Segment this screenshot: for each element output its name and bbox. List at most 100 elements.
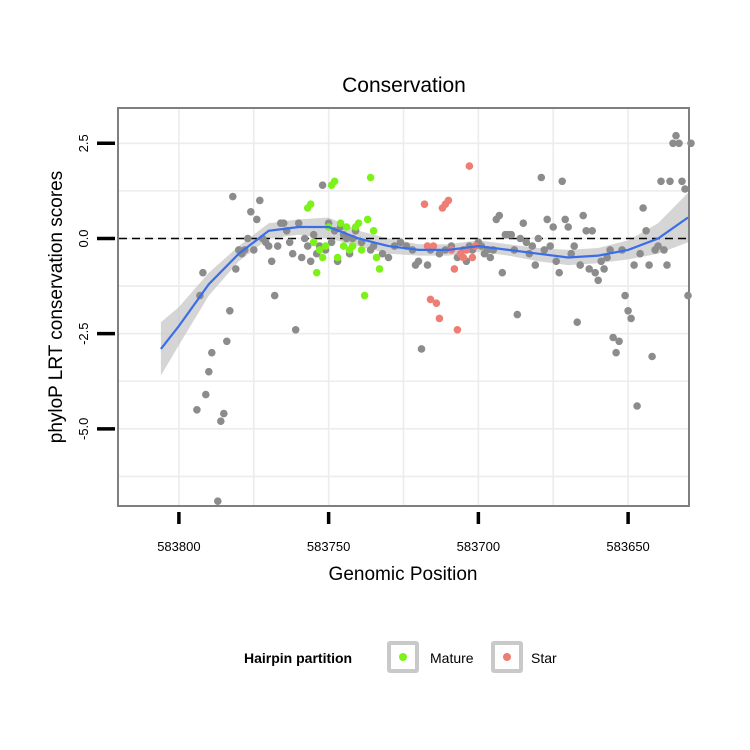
data-point-mature xyxy=(330,177,339,186)
data-point-other xyxy=(309,230,318,239)
data-point-other xyxy=(300,234,309,243)
data-point-other xyxy=(229,192,237,201)
data-point-other xyxy=(291,326,300,334)
data-point-other xyxy=(588,227,596,235)
data-point-other xyxy=(582,227,590,235)
data-point-other xyxy=(648,352,656,361)
data-point-other xyxy=(528,242,537,250)
data-point-other xyxy=(498,268,507,277)
data-point-other xyxy=(642,227,650,235)
data-point-mature xyxy=(369,227,378,235)
data-point-star xyxy=(465,162,474,170)
data-point-other xyxy=(217,417,225,426)
data-point-mature xyxy=(348,242,357,250)
data-point-mature xyxy=(312,268,321,277)
smooth-trend-line xyxy=(160,216,689,350)
data-point-other xyxy=(414,257,423,266)
data-point-mature xyxy=(360,291,369,300)
data-point-other xyxy=(294,219,303,227)
data-point-mature xyxy=(357,246,366,254)
x-axis-title: Genomic Position xyxy=(329,564,478,585)
y-axis: 2.5 0.0 -2.5 -5.0 xyxy=(76,134,115,440)
data-point-star xyxy=(444,196,453,205)
data-point-other xyxy=(202,390,210,399)
data-point-star xyxy=(420,200,429,208)
data-point-other xyxy=(342,234,351,243)
data-point-other xyxy=(396,238,405,247)
data-point-other xyxy=(666,177,674,186)
data-point-mature xyxy=(375,265,384,273)
data-point-other xyxy=(630,261,638,269)
data-point-star xyxy=(468,253,477,262)
data-point-other xyxy=(232,265,240,273)
data-point-other xyxy=(654,242,662,250)
data-point-other xyxy=(594,276,602,285)
y-tick-label: -5.0 xyxy=(76,418,91,440)
data-point-star xyxy=(429,242,438,250)
data-point-other xyxy=(205,367,213,376)
data-point-other xyxy=(369,242,378,250)
data-point-other xyxy=(576,261,584,269)
data-point-other xyxy=(591,268,599,277)
data-point-other xyxy=(285,238,294,247)
data-point-other xyxy=(306,257,315,266)
data-point-other xyxy=(270,291,279,300)
data-point-mature xyxy=(354,219,363,227)
data-point-star xyxy=(450,265,459,273)
data-point-other xyxy=(522,238,531,247)
data-point-other xyxy=(600,265,608,273)
data-point-other xyxy=(636,249,644,258)
data-point-mature xyxy=(309,238,318,247)
data-point-mature xyxy=(363,215,372,224)
y-tick-label: 2.5 xyxy=(76,134,91,152)
data-point-other xyxy=(516,234,525,243)
data-point-mature xyxy=(333,253,342,262)
legend-label-mature: Mature xyxy=(430,650,474,666)
data-point-other xyxy=(327,238,336,247)
data-point-other xyxy=(318,181,327,189)
data-point-other xyxy=(624,307,632,315)
data-point-mature xyxy=(306,200,315,208)
data-point-other xyxy=(435,249,444,258)
data-point-other xyxy=(273,242,282,250)
data-point-other xyxy=(244,234,252,243)
data-point-other xyxy=(672,131,680,140)
legend-marker-mature xyxy=(399,653,407,661)
data-point-other xyxy=(687,139,695,148)
x-tick-label: 583700 xyxy=(457,539,500,554)
legend-title: Hairpin partition xyxy=(244,650,352,666)
data-point-other xyxy=(675,139,683,148)
data-point-other xyxy=(534,234,543,243)
data-point-other xyxy=(226,307,234,315)
data-point-other xyxy=(495,211,504,220)
data-point-other xyxy=(223,337,231,346)
data-point-other xyxy=(546,242,554,250)
data-point-other xyxy=(417,345,426,353)
data-point-other xyxy=(531,261,540,269)
data-point-other xyxy=(681,185,689,193)
y-tick-label: -2.5 xyxy=(76,322,91,344)
chart-title: Conservation xyxy=(342,74,466,97)
data-point-star xyxy=(423,242,432,250)
data-point-other xyxy=(660,246,668,254)
data-point-other xyxy=(570,242,578,250)
x-tick-label: 583750 xyxy=(307,539,350,554)
y-axis-title: phyloP LRT conservation scores xyxy=(46,171,67,444)
data-point-other xyxy=(669,139,677,148)
data-point-other xyxy=(564,223,572,231)
data-point-other xyxy=(678,177,686,186)
data-point-mature xyxy=(366,173,375,182)
data-point-other xyxy=(267,257,276,266)
data-point-other xyxy=(519,219,528,227)
data-point-other xyxy=(585,265,593,273)
data-point-other xyxy=(615,337,623,346)
data-point-other xyxy=(288,249,297,258)
data-point-other xyxy=(507,230,516,239)
data-point-other xyxy=(558,177,566,186)
data-point-other xyxy=(606,246,614,254)
data-point-other xyxy=(486,253,495,262)
data-point-other xyxy=(573,318,581,327)
data-point-star xyxy=(435,314,444,323)
data-point-other xyxy=(663,261,671,269)
